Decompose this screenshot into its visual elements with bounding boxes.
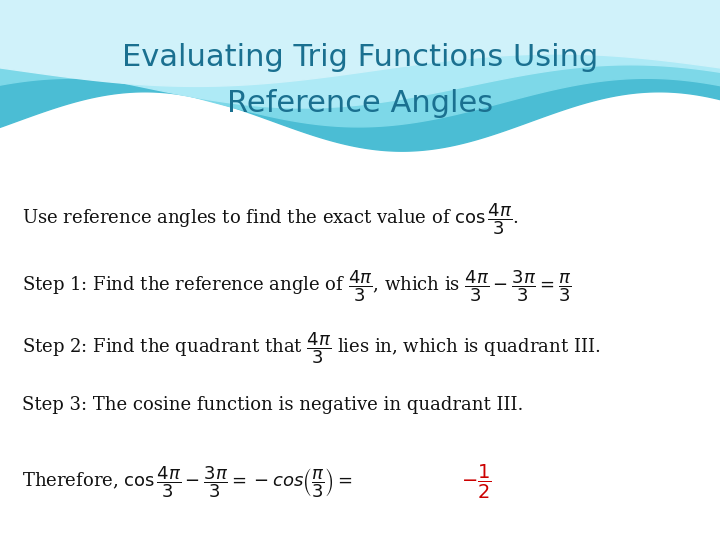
Text: Step 2: Find the quadrant that $\dfrac{4\pi}{3}$ lies in, which is quadrant III.: Step 2: Find the quadrant that $\dfrac{4… [22,330,600,366]
Polygon shape [0,0,720,127]
Polygon shape [0,0,720,108]
Polygon shape [0,0,720,151]
Text: Reference Angles: Reference Angles [227,89,493,118]
Text: Use reference angles to find the exact value of $\cos\dfrac{4\pi}{3}$.: Use reference angles to find the exact v… [22,201,518,237]
Text: Evaluating Trig Functions Using: Evaluating Trig Functions Using [122,43,598,72]
Text: Step 3: The cosine function is negative in quadrant III.: Step 3: The cosine function is negative … [22,396,523,414]
Text: Step 1: Find the reference angle of $\dfrac{4\pi}{3}$, which is $\dfrac{4\pi}{3}: Step 1: Find the reference angle of $\df… [22,268,571,304]
Text: $-\dfrac{1}{2}$: $-\dfrac{1}{2}$ [461,463,492,501]
Text: Therefore, $\cos\dfrac{4\pi}{3} - \dfrac{3\pi}{3} = -cos\left(\dfrac{\pi}{3}\rig: Therefore, $\cos\dfrac{4\pi}{3} - \dfrac… [22,464,352,500]
Polygon shape [0,0,720,86]
